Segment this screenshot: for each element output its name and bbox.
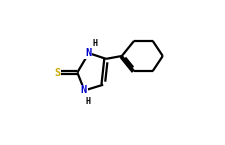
Text: S: S — [54, 68, 60, 77]
Text: H: H — [93, 39, 98, 48]
Text: N: N — [85, 48, 91, 58]
Text: H: H — [86, 97, 91, 106]
Text: N: N — [81, 85, 87, 95]
